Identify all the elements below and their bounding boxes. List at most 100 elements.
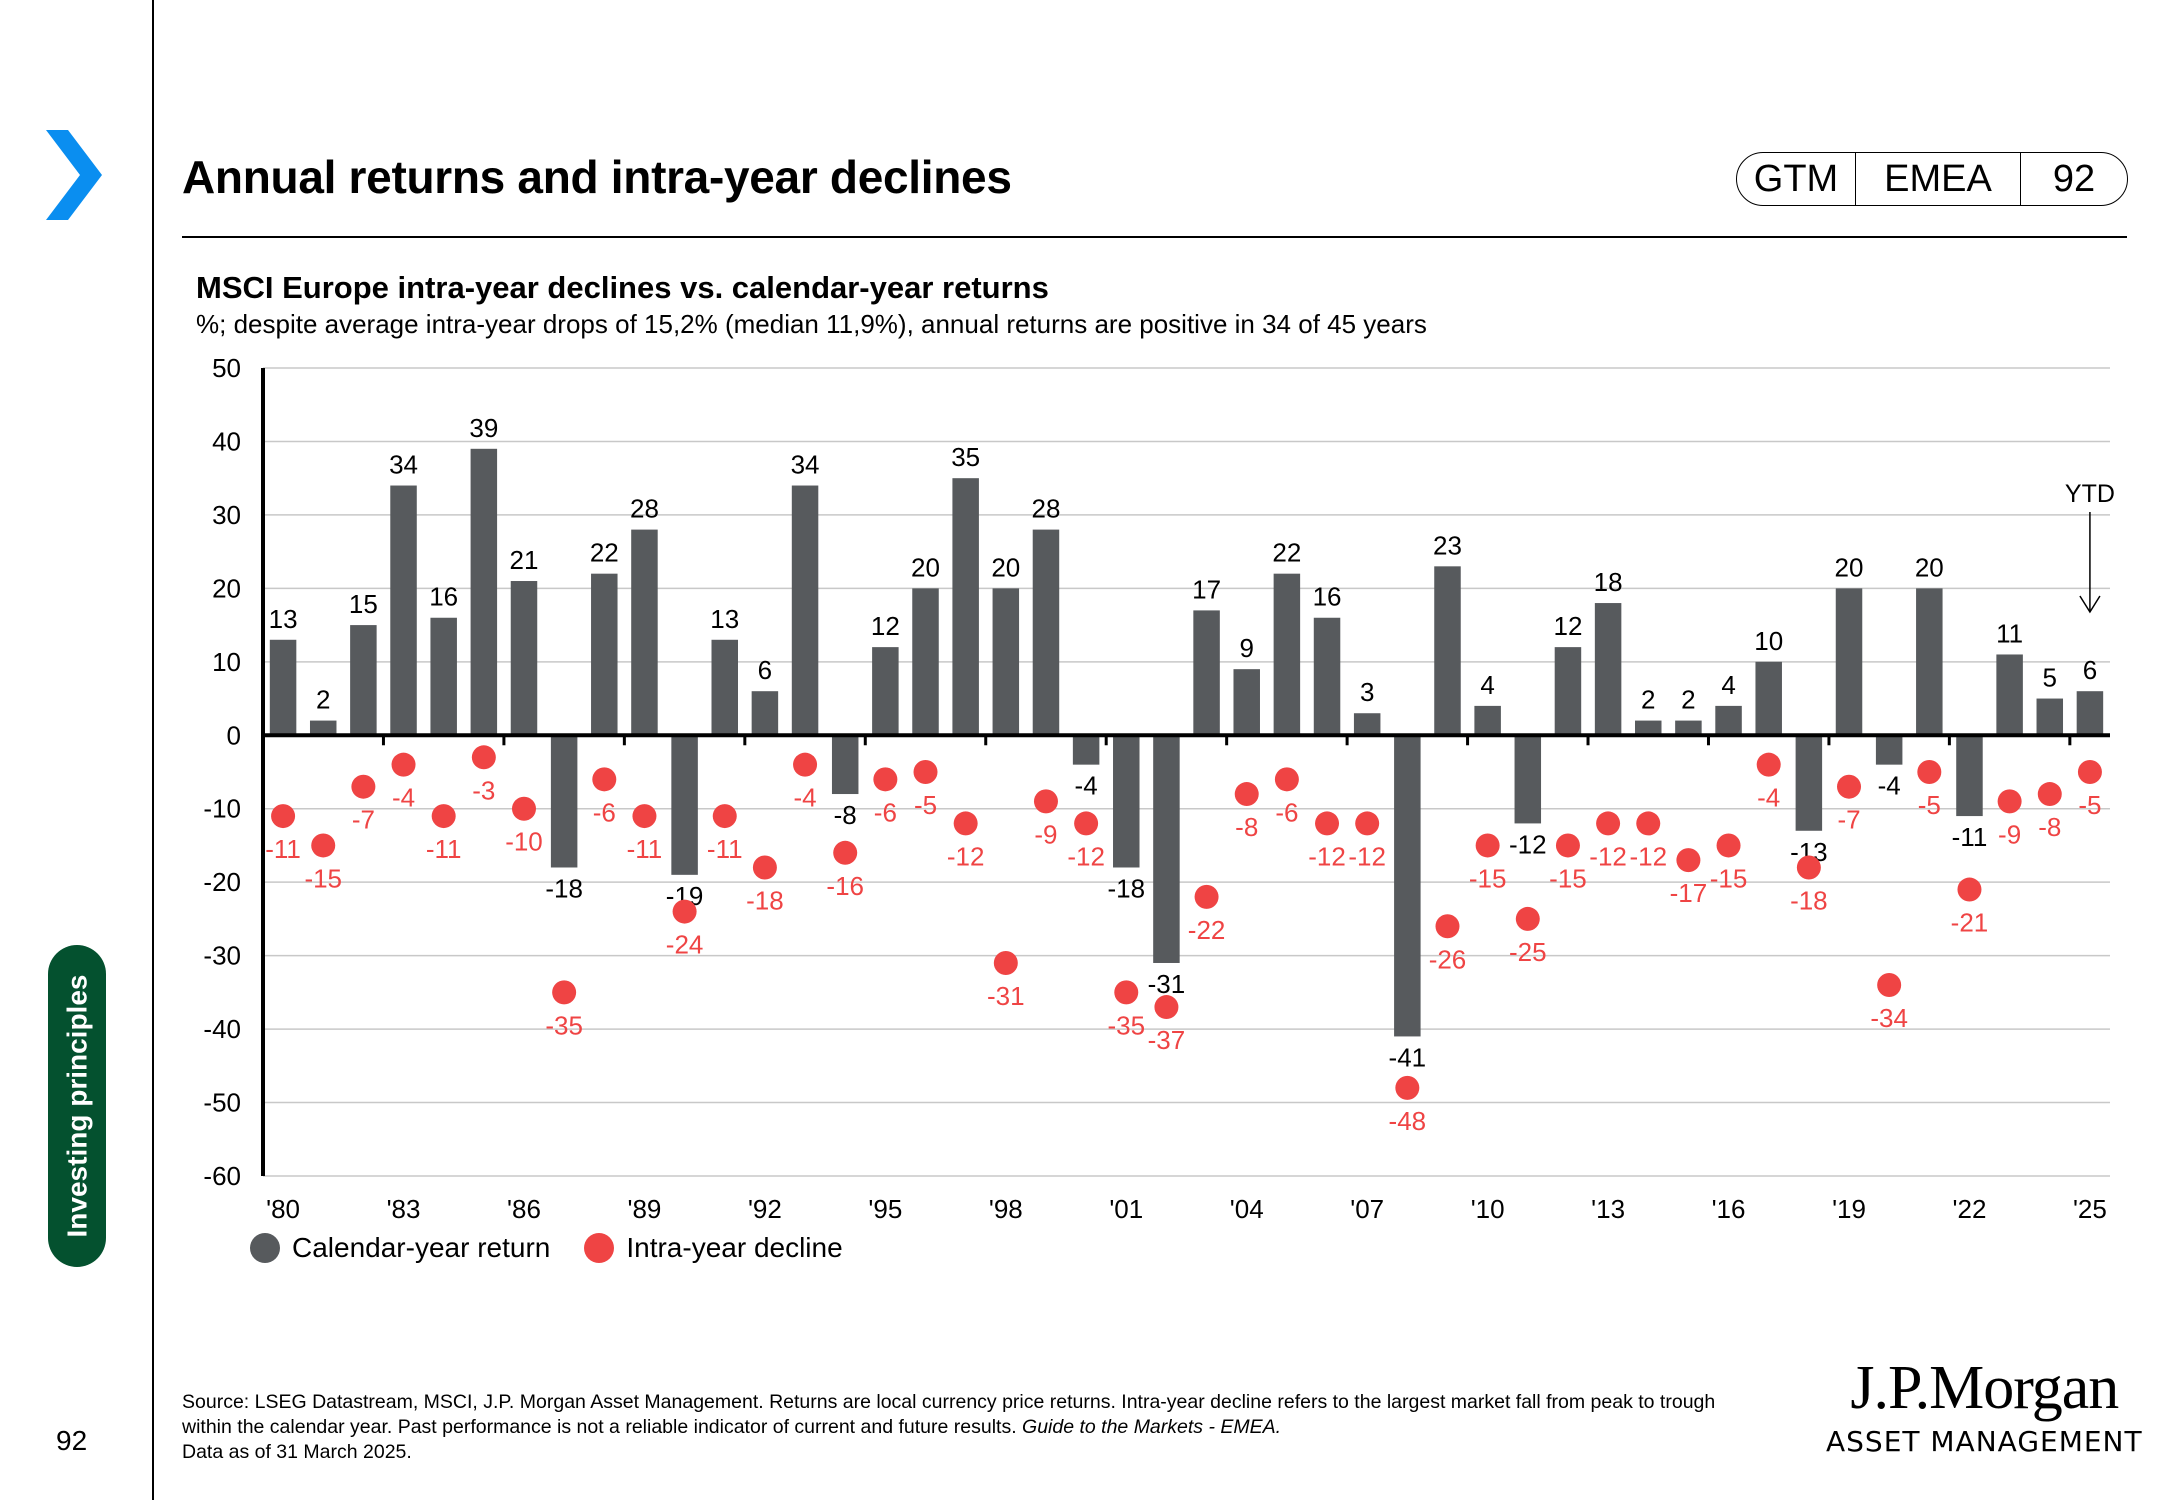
chevron-right-icon <box>46 130 102 220</box>
decline-label: -12 <box>1067 841 1105 871</box>
x-tick-label: '80 <box>266 1194 300 1224</box>
x-tick-label: '16 <box>1712 1194 1746 1224</box>
decline-dot <box>1033 789 1058 814</box>
return-label: 20 <box>991 552 1020 582</box>
decline-dot <box>1074 811 1099 836</box>
decline-label: -15 <box>304 863 342 893</box>
decline-dot <box>1154 995 1179 1020</box>
return-label: 2 <box>1681 685 1695 715</box>
decline-dot <box>1636 811 1661 836</box>
decline-label: -11 <box>627 834 663 864</box>
return-label: -18 <box>545 873 583 903</box>
return-label: -11 <box>1952 822 1988 852</box>
x-tick-label: '10 <box>1471 1194 1505 1224</box>
return-label: 34 <box>389 450 418 480</box>
return-label: 22 <box>590 538 619 568</box>
return-bar <box>1554 647 1582 736</box>
section-tab[interactable]: Investing principles <box>48 945 106 1267</box>
decline-label: -12 <box>1629 841 1667 871</box>
x-tick-label: '83 <box>387 1194 421 1224</box>
y-tick-label: 40 <box>212 426 241 456</box>
return-bar <box>1755 661 1782 736</box>
jpmorgan-logo: J.P.Morgan ASSET MANAGEMENT <box>1826 1355 2143 1458</box>
decline-label: -4 <box>392 783 415 813</box>
x-tick-label: '19 <box>1832 1194 1866 1224</box>
decline-label: -11 <box>426 834 462 864</box>
return-label: 6 <box>2083 655 2097 685</box>
chart-subtitle: %; despite average intra-year drops of 1… <box>196 309 1427 339</box>
return-label: 4 <box>1721 670 1735 700</box>
decline-label: -6 <box>1275 797 1298 827</box>
decline-dot <box>1114 980 1139 1005</box>
return-label: 4 <box>1480 670 1494 700</box>
decline-label: -24 <box>666 930 704 960</box>
decline-dot <box>1676 848 1701 873</box>
return-label: 20 <box>1835 552 1864 582</box>
decline-label: -17 <box>1670 878 1708 908</box>
return-label: -8 <box>834 800 857 830</box>
return-bar <box>1353 713 1381 736</box>
ytd-annotation: YTD <box>2065 480 2115 508</box>
logo-wordmark: J.P.Morgan <box>1850 1354 2119 1422</box>
decline-dot <box>833 840 858 865</box>
return-bar <box>952 478 979 736</box>
decline-label: -26 <box>1429 944 1467 974</box>
return-bar <box>591 573 618 736</box>
return-label: 13 <box>269 604 298 634</box>
decline-label: -16 <box>826 871 864 901</box>
x-tick-label: '25 <box>2073 1194 2107 1224</box>
return-bar <box>1273 573 1301 736</box>
return-label: 39 <box>469 413 498 443</box>
return-label: 12 <box>871 611 900 641</box>
y-tick-label: -20 <box>203 867 241 897</box>
decline-label: -3 <box>472 775 495 805</box>
return-label: 3 <box>1360 677 1374 707</box>
decline-dot <box>552 980 577 1005</box>
decline-label: -12 <box>947 841 985 871</box>
decline-label: -15 <box>1710 863 1748 893</box>
return-bar <box>1956 735 1983 817</box>
return-label: -4 <box>1075 771 1098 801</box>
page-title: Annual returns and intra-year declines <box>182 151 1012 203</box>
decline-dot <box>511 796 536 821</box>
page-number: 92 <box>56 1425 88 1456</box>
return-bar <box>510 581 538 736</box>
decline-label: -21 <box>1951 908 1989 938</box>
x-tick-label: '95 <box>868 1194 902 1224</box>
y-tick-label: -60 <box>203 1161 241 1191</box>
y-tick-label: 20 <box>212 573 241 603</box>
decline-label: -10 <box>505 827 543 857</box>
y-tick-label: -50 <box>203 1088 241 1118</box>
decline-dot <box>1395 1075 1420 1100</box>
decline-dot <box>1997 789 2022 814</box>
chart-title: MSCI Europe intra-year declines vs. cale… <box>196 270 1049 305</box>
decline-label: -6 <box>874 797 897 827</box>
decline-dot <box>1515 906 1540 931</box>
return-bar <box>1474 705 1501 736</box>
return-bar <box>309 720 337 736</box>
badge-page: 92 <box>2052 157 2096 200</box>
return-bar <box>1594 603 1622 736</box>
decline-dot <box>1837 774 1862 799</box>
decline-dot <box>1475 833 1500 858</box>
decline-label: -12 <box>1308 841 1346 871</box>
decline-label: -15 <box>1469 863 1507 893</box>
return-label: 20 <box>911 552 940 582</box>
badge-region-code: GTM <box>1737 153 1856 205</box>
decline-dot <box>391 752 416 777</box>
return-bar <box>430 617 457 736</box>
decline-label: -11 <box>265 834 301 864</box>
return-label: 13 <box>710 604 739 634</box>
y-tick-label: 30 <box>212 500 241 530</box>
return-label: 2 <box>316 685 330 715</box>
return-bar <box>1916 588 1943 736</box>
decline-dot <box>351 774 376 799</box>
decline-dot <box>2037 782 2062 807</box>
decline-dot <box>311 833 336 858</box>
decline-dot <box>1756 752 1781 777</box>
return-bar <box>992 588 1020 736</box>
x-tick-label: '07 <box>1350 1194 1384 1224</box>
chart-legend: Calendar-year return Intra-year decline <box>250 1232 877 1264</box>
decline-label: -12 <box>1348 841 1386 871</box>
decline-dot <box>752 855 777 880</box>
